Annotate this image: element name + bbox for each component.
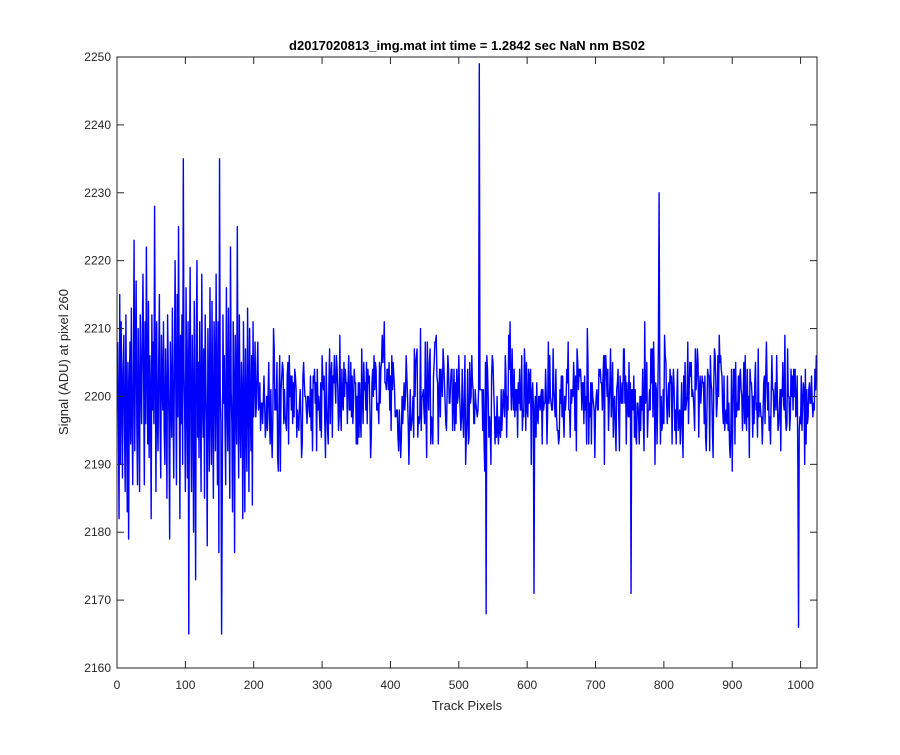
x-tick-label: 700 xyxy=(586,678,606,692)
y-tick-label: 2220 xyxy=(84,254,111,268)
x-tick-label: 100 xyxy=(175,678,195,692)
signal-series-line xyxy=(116,63,818,635)
x-tick-label: 500 xyxy=(449,678,469,692)
x-tick-label: 1000 xyxy=(787,678,814,692)
y-tick-label: 2250 xyxy=(84,50,111,64)
chart-title: d2017020813_img.mat int time = 1.2842 se… xyxy=(289,38,645,53)
x-tick-label: 200 xyxy=(244,678,264,692)
x-axis-label: Track Pixels xyxy=(432,698,503,713)
y-tick-label: 2210 xyxy=(84,322,111,336)
y-axis: 2160 2170 2180 2190 2200 2210 2220 2230 2240 2250 xyxy=(84,50,817,675)
x-tick-label: 900 xyxy=(722,678,742,692)
y-tick-label: 2180 xyxy=(84,525,111,539)
x-tick-label: 800 xyxy=(654,678,674,692)
series-layer xyxy=(116,63,818,635)
y-tick-label: 2170 xyxy=(84,593,111,607)
x-tick-label: 600 xyxy=(517,678,537,692)
x-tick-label: 0 xyxy=(114,678,121,692)
y-tick-label: 2190 xyxy=(84,457,111,471)
y-tick-label: 2160 xyxy=(84,661,111,675)
x-tick-label: 400 xyxy=(380,678,400,692)
y-tick-label: 2230 xyxy=(84,186,111,200)
y-tick-label: 2240 xyxy=(84,118,111,132)
y-tick-label: 2200 xyxy=(84,389,111,403)
x-tick-label: 300 xyxy=(312,678,332,692)
axes-box xyxy=(116,56,818,669)
y-axis-label: Signal (ADU) at pixel 260 xyxy=(56,289,71,435)
x-axis: 0 100 200 300 400 500 600 700 800 900 1000 xyxy=(114,57,814,692)
